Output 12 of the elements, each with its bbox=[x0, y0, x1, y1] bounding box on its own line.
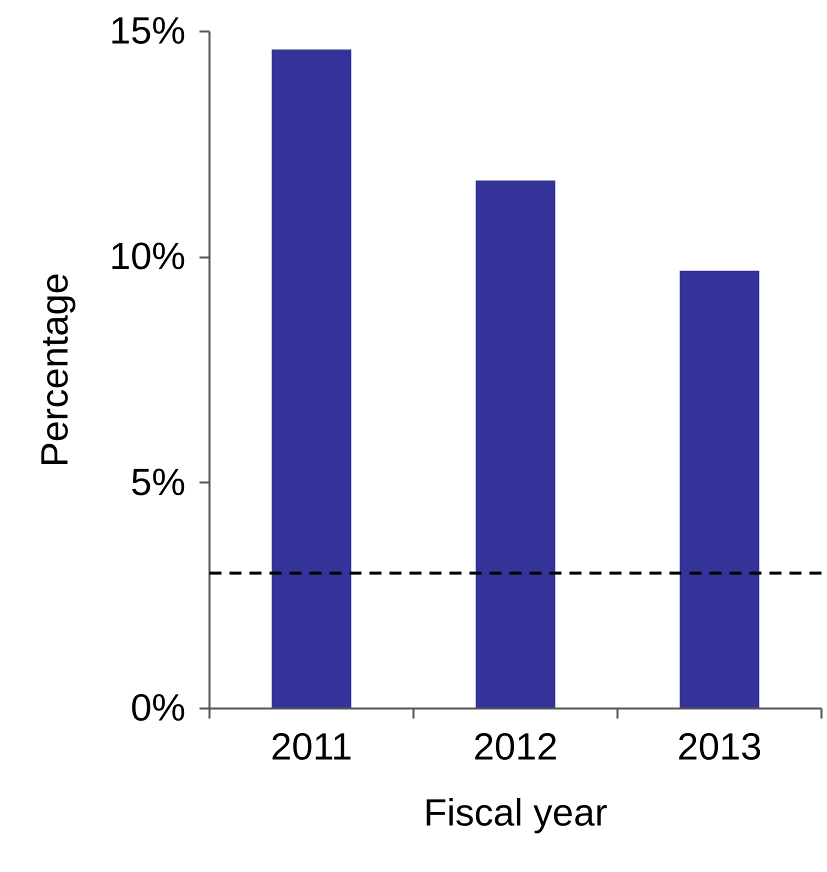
bar bbox=[680, 270, 760, 708]
y-tick-label: 5% bbox=[130, 462, 186, 504]
y-axis-title: Percentage bbox=[34, 272, 76, 468]
bar bbox=[272, 50, 352, 708]
bar bbox=[476, 180, 556, 708]
x-axis-title: Fiscal year bbox=[424, 792, 608, 834]
x-tick-label: 2013 bbox=[677, 726, 762, 768]
x-tick-label: 2012 bbox=[473, 726, 558, 768]
x-tick-label: 2011 bbox=[270, 726, 352, 768]
y-tick-label: 0% bbox=[130, 688, 186, 730]
y-tick-label: 10% bbox=[109, 236, 186, 278]
y-tick-label: 15% bbox=[109, 10, 186, 52]
